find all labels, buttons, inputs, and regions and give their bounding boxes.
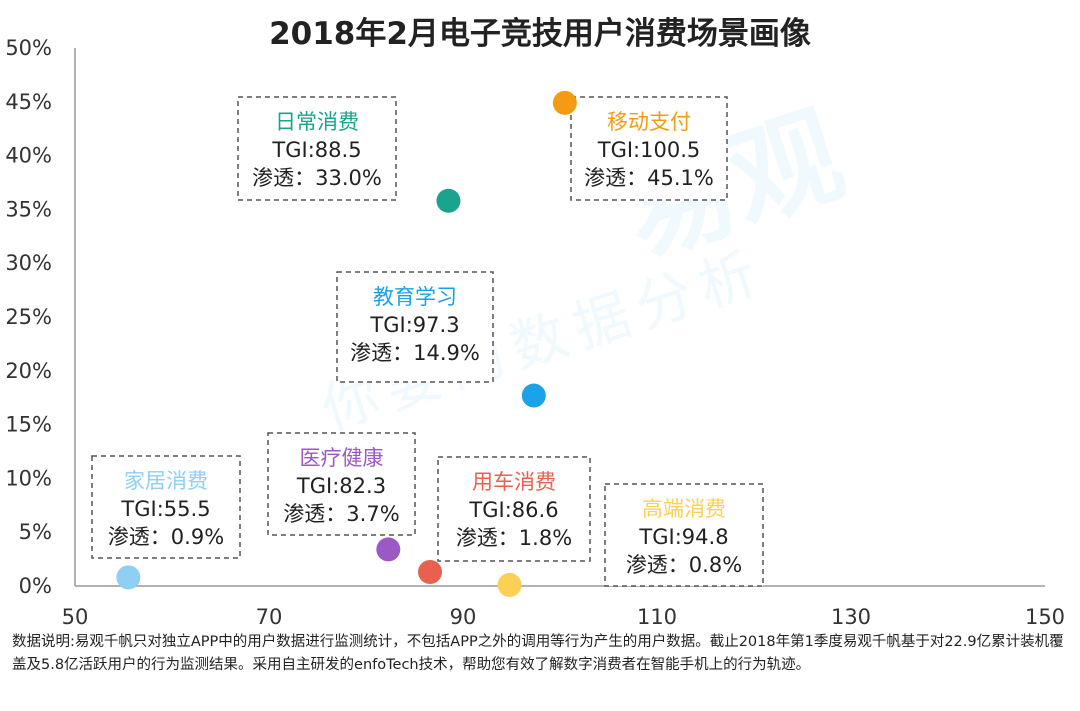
y-tick-label: 20% (5, 359, 52, 383)
point-name-label: 家居消费 (124, 469, 208, 493)
annotations: 日常消费 TGI:88.5 渗透：33.0% 移动支付 TGI:100.5 渗透：45.1… (91, 96, 764, 587)
annotation-box (237, 96, 397, 201)
point-name-label: 用车消费 (472, 470, 556, 494)
point-tgi-label: TGI:88.5 (271, 138, 361, 162)
y-tick-label: 25% (5, 305, 52, 329)
point-tgi-label: TGI:55.5 (120, 497, 210, 521)
annotation-box (91, 455, 241, 559)
point-name-label: 日常消费 (275, 110, 359, 134)
scatter-point (418, 560, 443, 585)
x-tick-label: 70 (256, 605, 283, 629)
x-tick-label: 130 (831, 605, 871, 629)
x-tick-label: 90 (450, 605, 477, 629)
scatter-point (116, 565, 141, 590)
point-tgi-label: TGI:82.3 (296, 474, 386, 498)
axes (74, 48, 1045, 587)
footnote: 数据说明:易观千帆只对独立APP中的用户数据进行监测统计，不包括APP之外的调用… (12, 634, 1064, 673)
x-tick-label: 150 (1025, 605, 1065, 629)
scatter-point (552, 90, 577, 115)
y-tick-label: 15% (5, 413, 52, 437)
point-penetration-label: 渗透：45.1% (584, 166, 714, 190)
y-tick-label: 50% (5, 36, 52, 60)
point-penetration-label: 渗透：3.7% (283, 502, 399, 526)
chart-title: 2018年2月电子竞技用户消费场景画像 (269, 16, 811, 52)
tick-labels: 0% 5% 10% 15% 20% 25% 30% 35% 40% 45% 50% 50 70 90 110… (5, 36, 1065, 629)
scatter-point (521, 383, 546, 408)
data-points (116, 90, 577, 597)
scatter-point (436, 188, 461, 213)
point-tgi-label: TGI:97.3 (369, 313, 459, 337)
point-tgi-label: TGI:94.8 (638, 525, 728, 549)
point-tgi-label: TGI:86.6 (468, 498, 558, 522)
y-tick-label: 45% (5, 90, 52, 114)
y-tick-label: 40% (5, 144, 52, 168)
y-tick-label: 5% (19, 520, 52, 544)
annotation-box (267, 432, 416, 536)
point-penetration-label: 渗透：0.8% (626, 553, 742, 577)
x-tick-label: 110 (637, 605, 677, 629)
annotation-box (604, 483, 764, 587)
y-tick-label: 0% (19, 574, 52, 598)
annotation-box (437, 456, 591, 562)
x-tick-label: 50 (62, 605, 89, 629)
point-name-label: 医疗健康 (300, 446, 384, 470)
point-penetration-label: 渗透：14.9% (350, 341, 480, 365)
y-tick-label: 35% (5, 197, 52, 221)
scatter-point (376, 537, 401, 562)
point-name-label: 教育学习 (373, 285, 457, 309)
y-tick-label: 30% (5, 251, 52, 275)
annotation-box (570, 96, 728, 201)
y-tick-label: 10% (5, 466, 52, 490)
point-penetration-label: 渗透：1.8% (456, 526, 572, 550)
point-name-label: 高端消费 (642, 497, 726, 521)
scatter-point (497, 572, 522, 597)
point-name-label: 移动支付 (607, 110, 691, 134)
scatter-chart: 易观 你要的数据分析 0%5%10%15%20%25%30%35%40%45%5… (5, 36, 1065, 629)
point-penetration-label: 渗透：33.0% (252, 166, 382, 190)
point-tgi-label: TGI:100.5 (597, 138, 701, 162)
point-penetration-label: 渗透：0.9% (108, 525, 224, 549)
annotation-box (336, 271, 494, 383)
